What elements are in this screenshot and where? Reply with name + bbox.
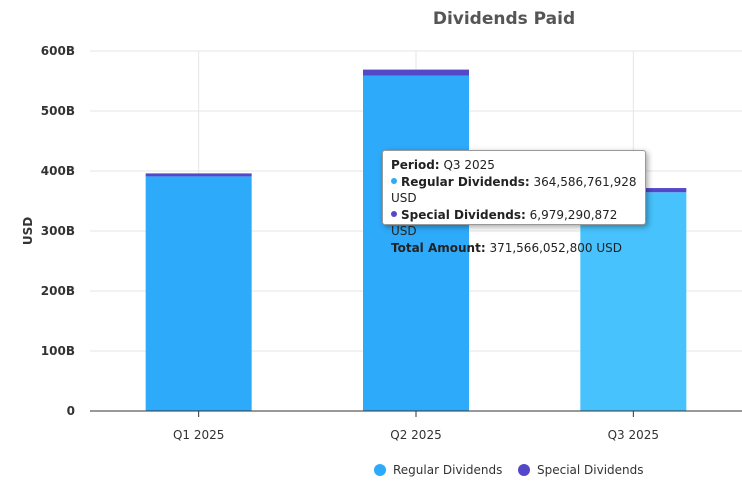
legend-label[interactable]: Special Dividends	[537, 463, 644, 477]
legend-marker[interactable]	[374, 464, 386, 476]
y-tick-label: 300B	[41, 224, 75, 238]
x-tick-label: Q3 2025	[608, 428, 659, 442]
tooltip: Period: Q3 2025 Regular Dividends: 364,5…	[382, 150, 646, 255]
legend-marker[interactable]	[518, 464, 530, 476]
tooltip-regular-label: Regular Dividends:	[401, 174, 530, 189]
tooltip-period-label: Period:	[391, 158, 440, 172]
axes: 0 100B 200B 300B 400B 500B 600B Q1 2025 Q2 2025 Q…	[41, 44, 742, 442]
tooltip-total: Total Amount: 371,566,052,800 USD	[391, 240, 637, 257]
tooltip-special: Special Dividends: 6,979,290,872 USD	[391, 207, 637, 240]
y-tick-label: 100B	[41, 344, 75, 358]
tooltip-special-label: Special Dividends:	[401, 207, 526, 222]
chart-title: Dividends Paid	[433, 9, 575, 29]
legend: Regular Dividends Special Dividends	[374, 463, 644, 477]
bars	[145, 69, 687, 411]
bar-regular[interactable]	[580, 192, 687, 411]
x-tick-label: Q1 2025	[173, 428, 224, 442]
y-tick-label: 500B	[41, 104, 75, 118]
special-dot-icon	[391, 211, 397, 217]
tooltip-period-value: Q3 2025	[443, 158, 495, 172]
y-tick-label: 200B	[41, 284, 75, 298]
bar-regular[interactable]	[363, 75, 469, 411]
tooltip-total-label: Total Amount:	[391, 240, 486, 255]
bar-special[interactable]	[363, 69, 469, 76]
y-tick-label: 600B	[41, 44, 75, 58]
regular-dot-icon	[391, 178, 397, 184]
legend-label[interactable]: Regular Dividends	[393, 463, 502, 477]
x-tick-label: Q2 2025	[390, 428, 441, 442]
y-axis-label: USD	[21, 217, 35, 245]
y-tick-label: 0	[67, 404, 75, 418]
y-tick-label: 400B	[41, 164, 75, 178]
tooltip-regular: Regular Dividends: 364,586,761,928 USD	[391, 174, 637, 207]
tooltip-period: Period: Q3 2025	[391, 157, 637, 174]
bar-special[interactable]	[145, 173, 252, 177]
tooltip-total-value: 371,566,052,800 USD	[489, 240, 622, 255]
tooltip-special-value: 6,979,290,872 USD	[391, 207, 618, 239]
tooltip-regular-value: 364,586,761,928 USD	[391, 174, 637, 206]
bar-regular[interactable]	[145, 176, 252, 411]
